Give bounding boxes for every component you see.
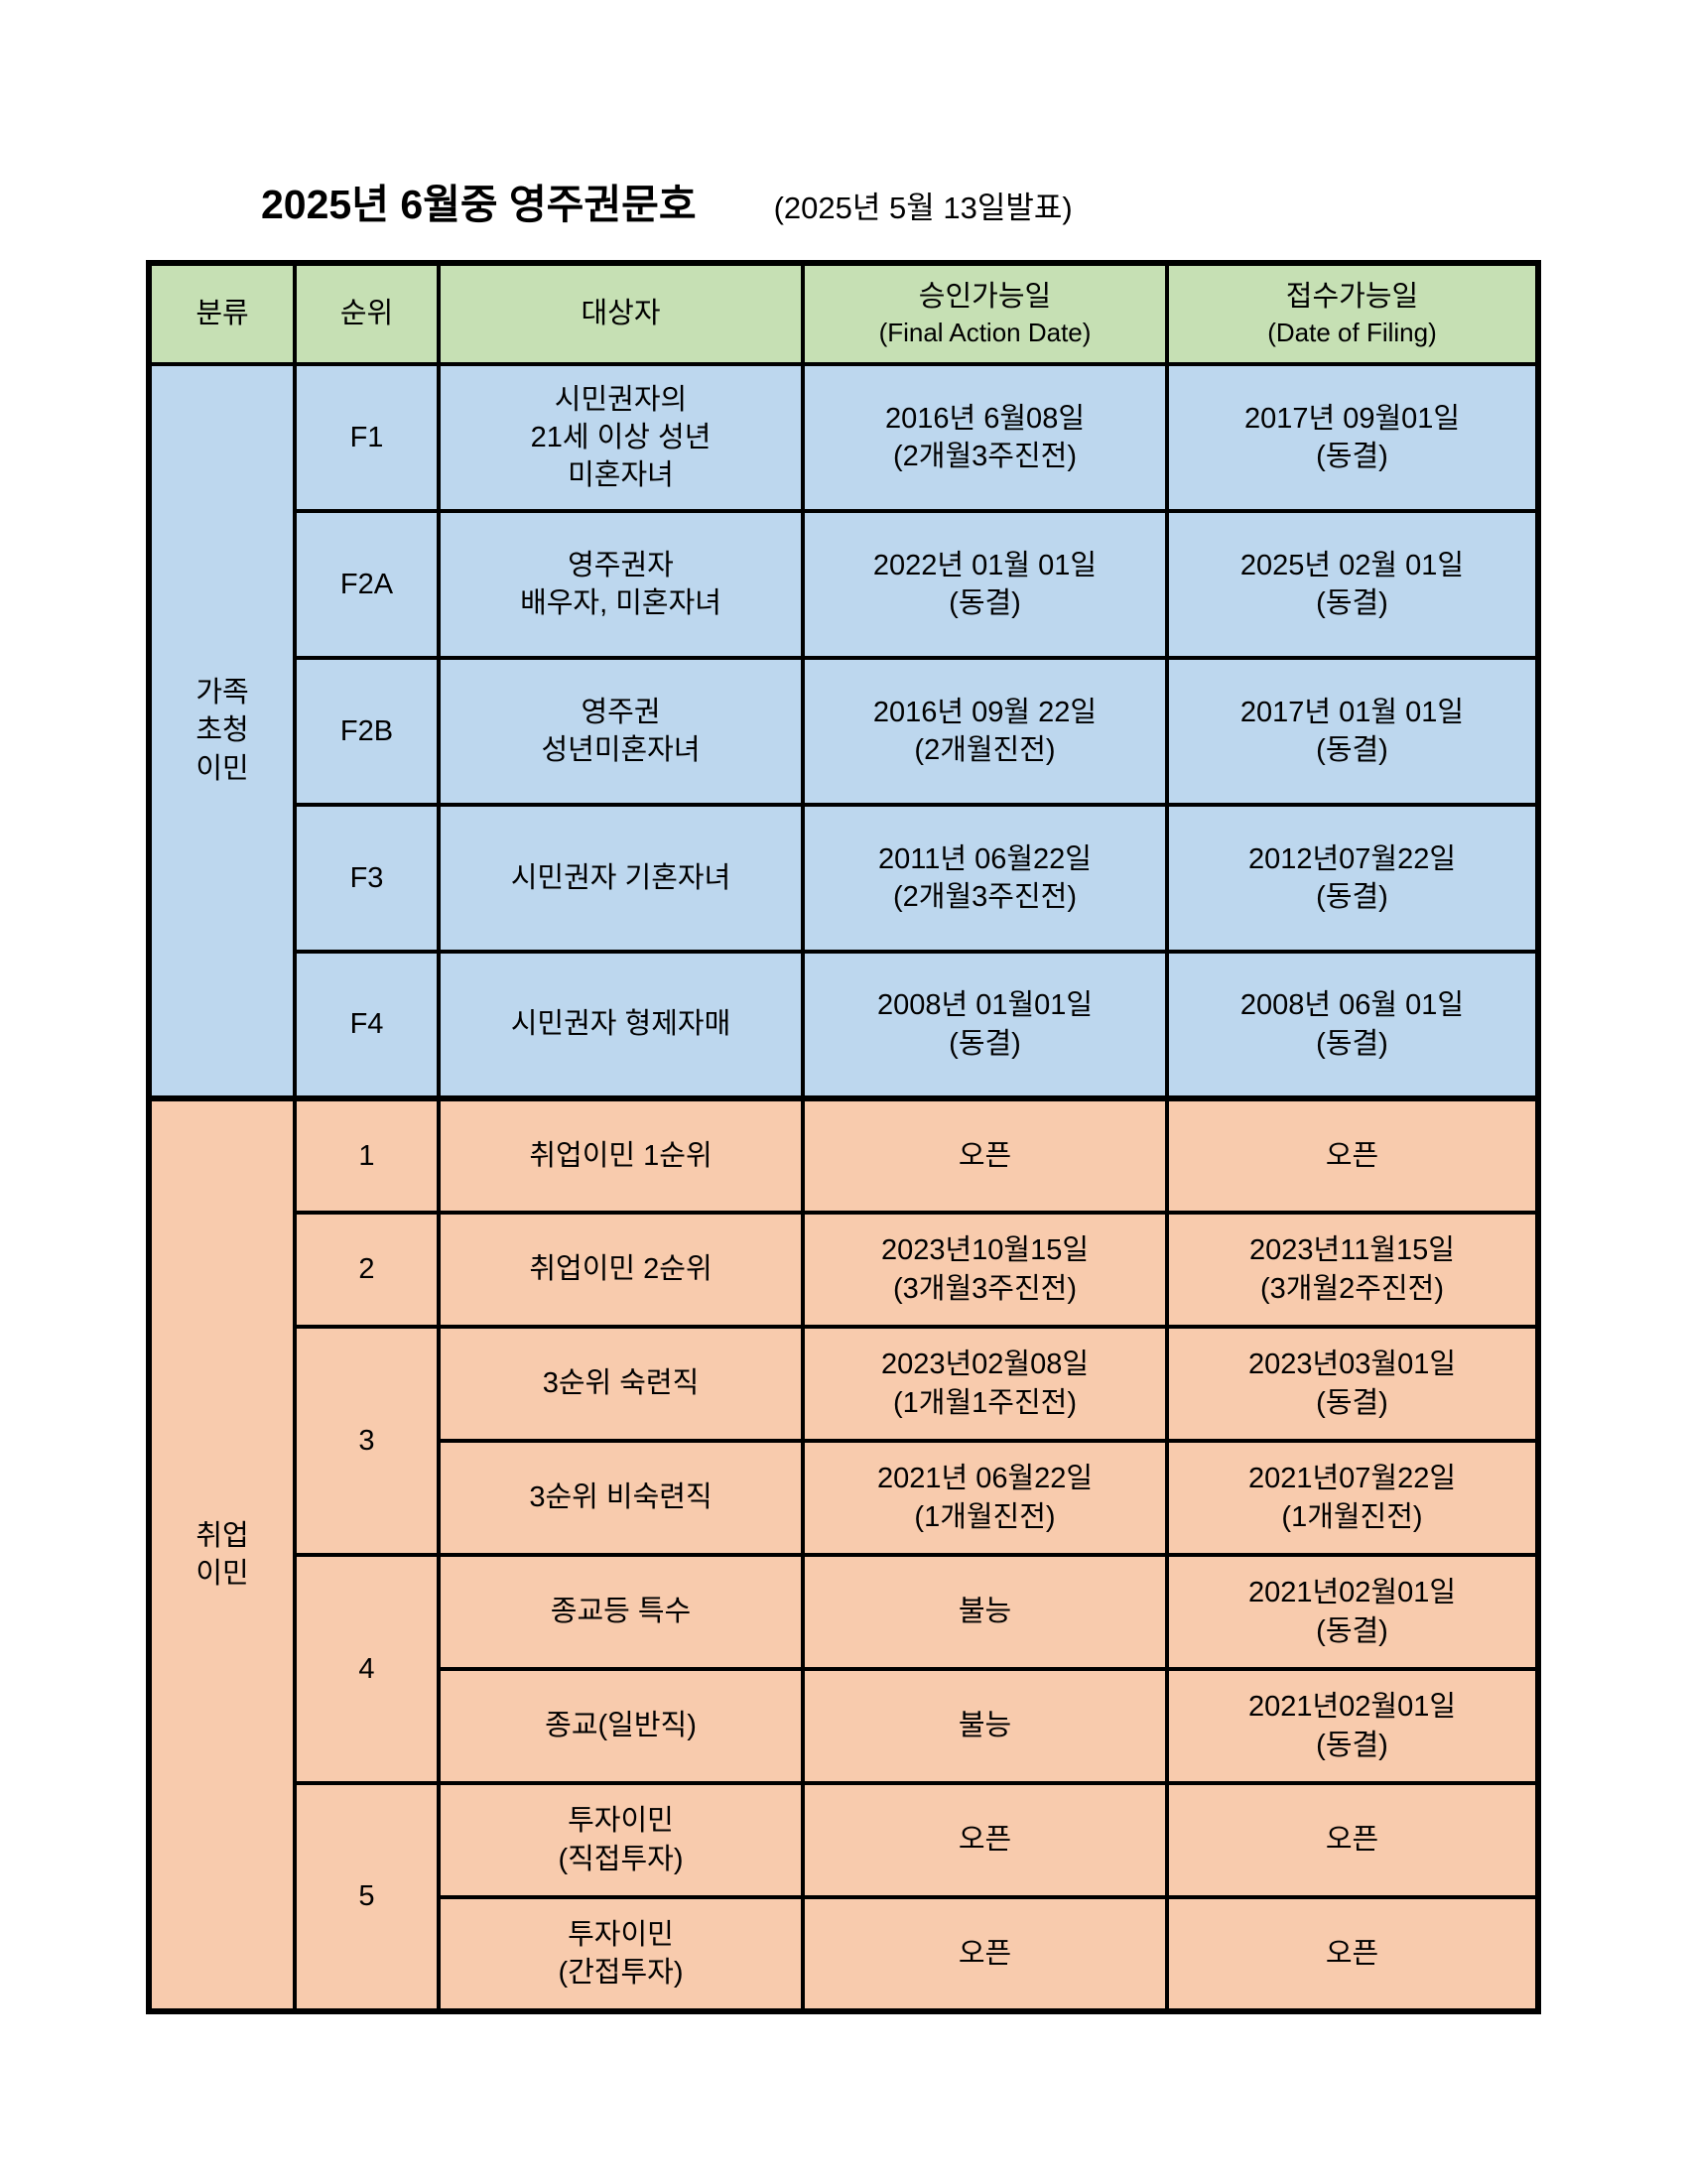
date-of-filing-cell: 2023년03월01일 (동결) xyxy=(1165,1325,1540,1443)
header-rank-label: 순위 xyxy=(339,298,394,330)
date-of-filing-cell: 2021년02월01일 (동결) xyxy=(1165,1553,1540,1671)
table-row: 2 취업이민 2순위 2023년10월15일 (3개월3주진전) 2023년11… xyxy=(149,1211,1540,1329)
final-action-date-cell: 오픈 xyxy=(801,1781,1169,1899)
rank-cell: 4 xyxy=(293,1553,441,1785)
rank-cell: 2 xyxy=(293,1211,441,1329)
table-row: 종교(일반직) 불능 2021년02월01일 (동결) xyxy=(149,1667,1540,1785)
table-row: 5 투자이민 (직접투자) 오픈 오픈 xyxy=(149,1781,1540,2013)
final-action-date-cell: 불능 xyxy=(801,1667,1169,1785)
target-cell: 취업이민 1순위 xyxy=(437,1095,805,1215)
header-category-label: 분류 xyxy=(195,298,249,330)
header-final-action-label: 승인가능일 xyxy=(918,281,1052,314)
rank-cell: F2A xyxy=(293,509,441,660)
final-action-date-cell: 2023년02월08일 (1개월1주진전) xyxy=(801,1325,1169,1443)
header-final-action-date: 승인가능일 (Final Action Date) xyxy=(801,261,1169,366)
header-filing-label: 접수가능일 xyxy=(1285,281,1419,314)
target-cell: 영주권자 배우자, 미혼자녀 xyxy=(437,509,805,660)
rank-cell: F3 xyxy=(293,803,441,954)
date-of-filing-cell: 2012년07월22일 (동결) xyxy=(1165,803,1540,954)
target-cell: 시민권자 형제자매 xyxy=(437,950,805,1100)
table-row: 3 3순위 숙련직 2023년02월08일 (1개월1주진전) 2023년03월… xyxy=(149,1325,1540,1557)
header-final-action-sublabel: (Final Action Date) xyxy=(878,318,1092,348)
target-cell: 영주권 성년미혼자녀 xyxy=(437,656,805,807)
final-action-date-cell: 2023년10월15일 (3개월3주진전) xyxy=(801,1211,1169,1329)
rank-cell: 5 xyxy=(293,1781,441,2013)
table-row: 가족 초청 이민 F1 시민권자의 21세 이상 성년 미혼자녀 2016년 6… xyxy=(147,362,1540,1100)
document-header: 2025년 6월중 영주권문호 (2025년 5월 13일발표) xyxy=(261,171,1073,230)
final-action-date-cell: 2021년 06월22일 (1개월진전) xyxy=(801,1439,1169,1557)
header-target: 대상자 xyxy=(437,261,805,366)
table-row: 3순위 비숙련직 2021년 06월22일 (1개월진전) 2021년07월22… xyxy=(149,1439,1540,1557)
category-cell-family: 가족 초청 이민 xyxy=(147,362,297,1100)
date-of-filing-cell: 2008년 06월 01일 (동결) xyxy=(1165,950,1540,1100)
final-action-date-cell: 2016년 09월 22일 (2개월진전) xyxy=(801,656,1169,807)
rank-label: 5 xyxy=(358,1880,375,1913)
target-cell: 3순위 비숙련직 xyxy=(437,1439,805,1557)
date-of-filing-cell: 2021년02월01일 (동결) xyxy=(1165,1667,1540,1785)
header-rank: 순위 xyxy=(293,261,441,366)
target-cell: 시민권자의 21세 이상 성년 미혼자녀 xyxy=(437,362,805,513)
rank-cell: F2B xyxy=(293,656,441,807)
final-action-date-cell: 2008년 01월01일 (동결) xyxy=(801,950,1169,1100)
final-action-date-cell: 2011년 06월22일 (2개월3주진전) xyxy=(801,803,1169,954)
target-cell: 투자이민 (직접투자) xyxy=(437,1781,805,1899)
rank-label: 3 xyxy=(358,1424,375,1457)
table-row: 4 종교등 특수 불능 2021년02월01일 (동결) xyxy=(149,1553,1540,1785)
target-cell: 취업이민 2순위 xyxy=(437,1211,805,1329)
page-title: 2025년 6월중 영주권문호 xyxy=(261,182,697,227)
table-row: 투자이민 (간접투자) 오픈 오픈 xyxy=(149,1895,1540,2013)
header-target-label: 대상자 xyxy=(581,298,661,330)
date-of-filing-cell: 2017년 01월 01일 (동결) xyxy=(1165,656,1540,807)
date-of-filing-cell: 오픈 xyxy=(1165,1895,1540,2013)
table-row: F4 시민권자 형제자매 2008년 01월01일 (동결) 2008년 06월… xyxy=(149,950,1540,1100)
date-of-filing-cell: 2025년 02월 01일 (동결) xyxy=(1165,509,1540,660)
category-cell-employment: 취업 이민 xyxy=(147,1095,297,2013)
rank-cell: F1 xyxy=(293,362,441,513)
rank-cell: 3 xyxy=(293,1325,441,1557)
table-row: F3 시민권자 기혼자녀 2011년 06월22일 (2개월3주진전) 2012… xyxy=(149,803,1540,954)
target-cell: 시민권자 기혼자녀 xyxy=(437,803,805,954)
final-action-date-cell: 2016년 6월08일 (2개월3주진전) xyxy=(801,362,1169,513)
rank-label: 4 xyxy=(358,1652,375,1685)
table-row: F2B 영주권 성년미혼자녀 2016년 09월 22일 (2개월진전) 201… xyxy=(149,656,1540,807)
date-of-filing-cell: 2021년07월22일 (1개월진전) xyxy=(1165,1439,1540,1557)
target-cell: 종교등 특수 xyxy=(437,1553,805,1671)
visa-bulletin-table: 분류 순위 대상자 승인가능일 (Final Action Date) 접수가능일… xyxy=(146,260,1541,2014)
final-action-date-cell: 오픈 xyxy=(801,1895,1169,2013)
rank-cell: F4 xyxy=(293,950,441,1100)
date-of-filing-cell: 2023년11월15일 (3개월2주진전) xyxy=(1165,1211,1540,1329)
rank-cell: 1 xyxy=(293,1095,441,1215)
target-cell: 3순위 숙련직 xyxy=(437,1325,805,1443)
date-of-filing-cell: 오픈 xyxy=(1165,1095,1540,1215)
table-row: 취업 이민 1 취업이민 1순위 오픈 오픈 xyxy=(147,1095,1540,2013)
target-cell: 종교(일반직) xyxy=(437,1667,805,1785)
header-category: 분류 xyxy=(147,261,297,366)
announcement-date: (2025년 5월 13일발표) xyxy=(773,191,1073,225)
date-of-filing-cell: 오픈 xyxy=(1165,1781,1540,1899)
header-date-of-filing: 접수가능일 (Date of Filing) xyxy=(1165,261,1540,366)
final-action-date-cell: 2022년 01월 01일 (동결) xyxy=(801,509,1169,660)
target-cell: 투자이민 (간접투자) xyxy=(437,1895,805,2013)
date-of-filing-cell: 2017년 09월01일 (동결) xyxy=(1165,362,1540,513)
final-action-date-cell: 오픈 xyxy=(801,1095,1169,1215)
table-row: F2A 영주권자 배우자, 미혼자녀 2022년 01월 01일 (동결) 20… xyxy=(149,509,1540,660)
header-filing-sublabel: (Date of Filing) xyxy=(1267,318,1437,348)
final-action-date-cell: 불능 xyxy=(801,1553,1169,1671)
